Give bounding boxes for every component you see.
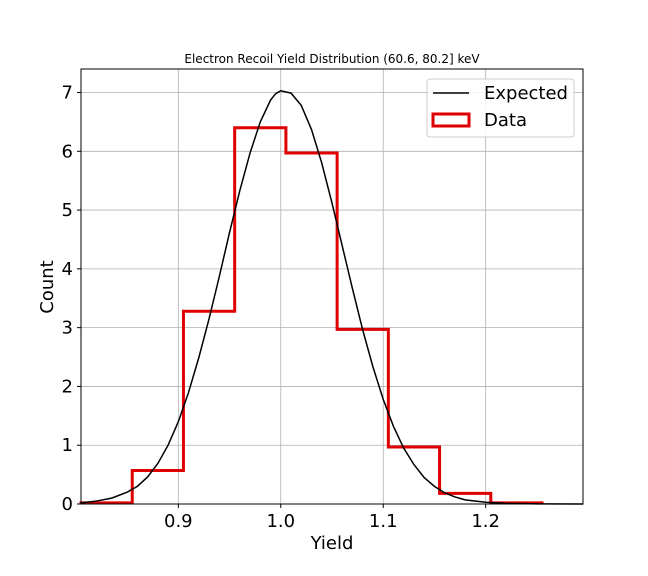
y-tick-label: 2 — [62, 376, 73, 397]
x-tick-label: 1.2 — [471, 511, 500, 532]
x-tick-label: 0.9 — [164, 511, 193, 532]
x-tick-label: 1.1 — [369, 511, 398, 532]
legend-expected-label: Expected — [484, 83, 568, 104]
y-tick-label: 7 — [62, 83, 73, 104]
plot-area — [79, 89, 584, 505]
y-tick-label: 4 — [62, 259, 73, 280]
y-tick-label: 3 — [62, 318, 73, 339]
y-tick-label: 5 — [62, 200, 73, 221]
chart-title: Electron Recoil Yield Distribution (60.6… — [184, 52, 480, 66]
y-axis-label: Count — [37, 260, 58, 313]
legend: Expected Data — [426, 78, 575, 138]
y-tick-label: 1 — [62, 435, 73, 456]
x-axis-label: Yield — [310, 533, 354, 554]
plot-frame — [80, 68, 584, 505]
y-tick-label: 6 — [62, 141, 73, 162]
legend-data-label: Data — [484, 110, 527, 131]
y-tick-label: 0 — [62, 494, 73, 515]
data-step-histogram — [79, 126, 544, 505]
legend-data-swatch — [431, 112, 471, 128]
expected-curve — [80, 89, 584, 505]
ticks: 0.9 1.0 1.1 1.2 0 1 2 3 4 5 6 7 — [62, 83, 500, 532]
x-tick-label: 1.0 — [266, 511, 295, 532]
